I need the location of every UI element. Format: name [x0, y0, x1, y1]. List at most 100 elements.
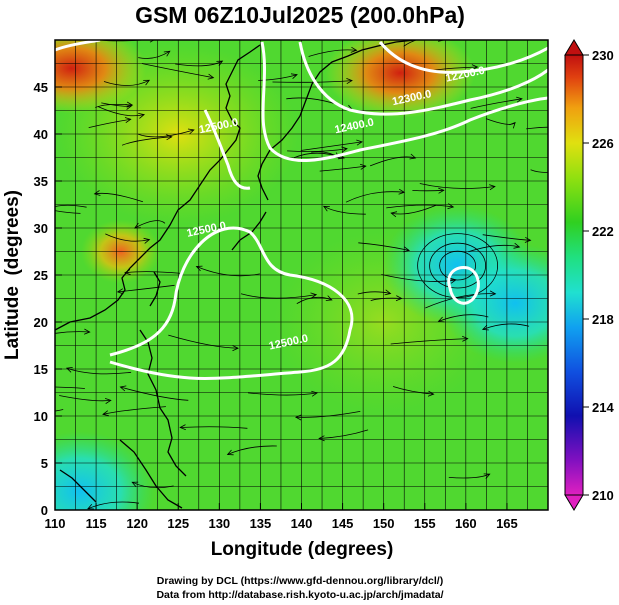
x-tick-label: 150 — [373, 516, 395, 531]
streamline — [55, 409, 64, 412]
streamline-arrow — [427, 390, 435, 397]
streamline — [357, 291, 391, 295]
streamline-arrow — [462, 335, 469, 342]
streamline — [55, 204, 87, 208]
y-axis-label: Latitude (degrees) — [2, 190, 23, 360]
streamline — [412, 189, 444, 192]
streamline-arrow — [438, 40, 445, 42]
y-tick-label: 30 — [34, 221, 48, 236]
streamline-arrow — [489, 184, 496, 191]
y-tick-label: 15 — [34, 362, 48, 377]
y-tick-label: 0 — [41, 503, 48, 518]
streamline-arrow — [390, 211, 398, 218]
streamline-arrow — [438, 187, 445, 194]
streamline — [105, 233, 150, 242]
colorbar-tick-label: 210 — [592, 488, 614, 503]
colorbar-tick-label: 214 — [592, 400, 614, 415]
streamline-arrow — [46, 205, 52, 210]
y-tick-label: 25 — [34, 268, 48, 283]
streamline — [124, 271, 182, 274]
streamline — [323, 205, 366, 215]
streamline — [88, 118, 131, 128]
streamline — [319, 429, 369, 439]
streamline-arrow — [83, 328, 91, 335]
y-tick-label: 20 — [34, 315, 48, 330]
streamline-arrow — [216, 60, 224, 67]
streamline-arrow — [166, 134, 173, 141]
streamline — [94, 192, 144, 203]
streamline-arrow — [124, 117, 132, 124]
x-tick-label: 120 — [126, 516, 148, 531]
streamline — [296, 296, 332, 304]
contour-12400 — [260, 41, 548, 162]
colorbar: 210 214 218 222 226 230 — [564, 39, 614, 511]
x-axis-label: Longitude (degrees) — [211, 539, 394, 560]
streamline-arrow — [483, 473, 491, 479]
streamline-arrow — [32, 384, 38, 389]
x-tick-label: 140 — [291, 516, 313, 531]
streamline-arrow — [294, 414, 302, 421]
streamline — [530, 169, 548, 173]
streamline — [134, 220, 166, 229]
streamline — [227, 445, 277, 455]
streamline — [425, 293, 496, 309]
y-axis-ticks: 0 5 10 15 20 25 30 35 40 45 — [34, 80, 62, 518]
streamline — [403, 40, 444, 47]
streamline — [175, 60, 223, 67]
x-tick-label: 115 — [86, 516, 107, 531]
streamline-arrow — [513, 242, 521, 249]
colorbar-top-arrow — [564, 39, 584, 56]
x-tick-label: 130 — [208, 516, 230, 531]
colorbar-bottom-arrow — [564, 494, 584, 511]
contour-lines — [55, 40, 548, 380]
streamline — [55, 331, 90, 334]
streamline — [295, 411, 361, 418]
streamline-arrow — [350, 46, 358, 53]
wind-streamlines — [13, 40, 548, 510]
x-tick-label: 145 — [332, 516, 354, 531]
streamline-arrow — [13, 405, 19, 410]
vortex-streamline — [429, 242, 487, 289]
streamline — [391, 204, 437, 215]
warm-anomaly-1 — [55, 40, 147, 114]
credit-data: Data from http://database.rish.kyoto-u.a… — [156, 589, 444, 601]
x-tick-label: 160 — [455, 516, 477, 531]
x-tick-label: 125 — [167, 516, 189, 531]
streamline — [87, 501, 140, 510]
streamline — [419, 183, 495, 189]
streamline-arrow — [509, 121, 516, 129]
streamline-arrow — [318, 435, 325, 442]
streamline — [468, 244, 520, 253]
streamline-arrow — [125, 104, 133, 110]
streamline — [138, 50, 171, 59]
streamline — [59, 395, 111, 402]
streamline-arrow — [124, 269, 131, 276]
streamline-arrow — [311, 390, 319, 397]
streamline — [526, 126, 548, 130]
streamline-arrow — [310, 292, 318, 299]
streamline-arrow — [65, 367, 73, 373]
colorbar-ticks: 210 214 218 222 226 230 — [583, 48, 614, 503]
lat-lon-grid — [55, 40, 548, 510]
y-tick-label: 35 — [34, 174, 48, 189]
streamline — [141, 63, 214, 79]
streamline-arrow — [31, 203, 37, 208]
streamline — [308, 49, 357, 57]
streamline-arrow — [384, 289, 392, 296]
streamline — [345, 191, 405, 203]
streamline-arrow — [290, 73, 298, 79]
warm-anomaly-2 — [325, 40, 476, 118]
streamline-arrow — [346, 78, 353, 85]
streamline-arrow — [322, 205, 330, 212]
colorbar-tick-label: 226 — [592, 136, 614, 151]
streamline-arrow — [179, 424, 186, 431]
contour-small-loop — [447, 265, 480, 305]
streamline — [55, 386, 85, 389]
streamline-arrow — [195, 265, 203, 272]
colorbar-tick-label: 218 — [592, 312, 614, 327]
streamline-arrow — [325, 295, 333, 301]
streamline — [97, 106, 145, 117]
streamline-arrow — [119, 385, 127, 392]
streamline — [392, 386, 434, 395]
